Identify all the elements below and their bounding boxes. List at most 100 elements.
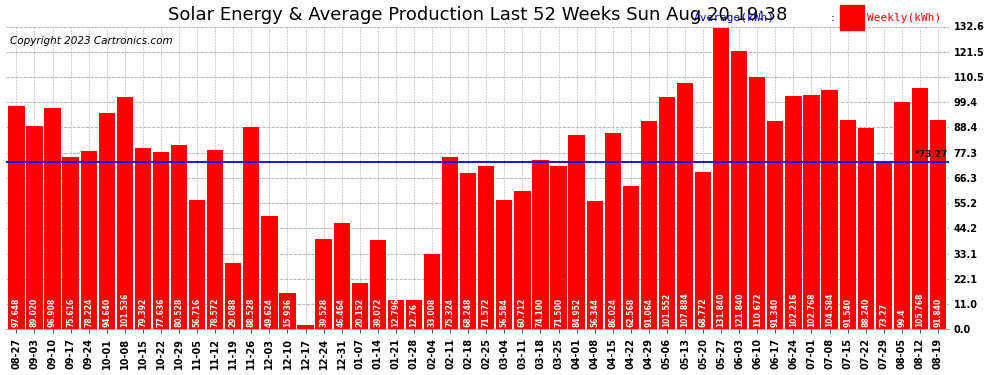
Bar xyxy=(80,151,97,329)
Bar xyxy=(261,216,277,329)
Bar xyxy=(803,94,820,329)
Text: Weekly(kWh): Weekly(kWh) xyxy=(867,13,941,24)
Text: Copyright 2023 Cartronics.com: Copyright 2023 Cartronics.com xyxy=(10,36,173,46)
Text: 79.392: 79.392 xyxy=(139,298,148,327)
Bar xyxy=(875,162,892,329)
Bar xyxy=(894,102,910,329)
Bar xyxy=(749,76,765,329)
Text: 91.840: 91.840 xyxy=(934,298,942,327)
Text: 89.020: 89.020 xyxy=(30,298,39,327)
Bar xyxy=(117,98,133,329)
Text: 39.528: 39.528 xyxy=(319,298,328,327)
Text: 107.884: 107.884 xyxy=(680,292,689,327)
Bar xyxy=(713,28,730,329)
Text: 68.772: 68.772 xyxy=(699,297,708,327)
Text: 102.216: 102.216 xyxy=(789,292,798,327)
Text: 104.584: 104.584 xyxy=(825,292,834,327)
Bar xyxy=(207,150,224,329)
Bar xyxy=(279,293,296,329)
Title: Solar Energy & Average Production Last 52 Weeks Sun Aug 20 19:38: Solar Energy & Average Production Last 5… xyxy=(167,6,787,24)
Text: 75.616: 75.616 xyxy=(66,298,75,327)
Bar xyxy=(388,300,404,329)
Text: 99.4: 99.4 xyxy=(897,308,907,327)
Text: 75.324: 75.324 xyxy=(446,298,454,327)
Text: 33.008: 33.008 xyxy=(428,298,437,327)
Text: 78.224: 78.224 xyxy=(84,298,93,327)
Text: 29.088: 29.088 xyxy=(229,298,238,327)
Text: 77.636: 77.636 xyxy=(156,298,165,327)
Text: 62.568: 62.568 xyxy=(627,298,636,327)
Bar xyxy=(550,166,566,329)
Text: 131.840: 131.840 xyxy=(717,292,726,327)
Bar xyxy=(45,108,60,329)
Text: 91.340: 91.340 xyxy=(771,298,780,327)
Text: Average(kWh): Average(kWh) xyxy=(694,13,775,24)
Bar xyxy=(334,223,349,329)
Bar xyxy=(514,190,531,329)
Bar xyxy=(297,325,314,329)
Bar xyxy=(841,5,864,30)
Text: 39.072: 39.072 xyxy=(373,298,382,327)
Bar xyxy=(460,174,476,329)
Text: 71.572: 71.572 xyxy=(482,298,491,327)
Text: 80.528: 80.528 xyxy=(174,298,183,327)
Bar xyxy=(912,88,928,329)
Text: 84.952: 84.952 xyxy=(572,298,581,327)
Bar xyxy=(406,300,422,329)
Bar xyxy=(605,133,621,329)
Bar xyxy=(857,128,874,329)
Text: 56.716: 56.716 xyxy=(193,298,202,327)
Bar xyxy=(351,283,368,329)
Bar xyxy=(731,51,747,329)
Text: 15.936: 15.936 xyxy=(283,298,292,327)
Text: *73.27: *73.27 xyxy=(915,150,948,159)
Text: 73.27: 73.27 xyxy=(879,303,888,327)
Text: 105.768: 105.768 xyxy=(916,292,925,327)
Bar xyxy=(623,186,639,329)
Bar xyxy=(424,254,441,329)
Text: 78.572: 78.572 xyxy=(211,298,220,327)
Text: 88.240: 88.240 xyxy=(861,298,870,327)
Bar xyxy=(641,122,657,329)
Bar xyxy=(27,126,43,329)
Bar xyxy=(840,120,855,329)
Text: 86.024: 86.024 xyxy=(608,298,617,327)
Bar xyxy=(316,239,332,329)
Text: 91.540: 91.540 xyxy=(843,298,852,327)
Text: 96.908: 96.908 xyxy=(49,298,57,327)
Bar xyxy=(677,83,693,329)
Bar xyxy=(99,113,115,329)
Text: 46.464: 46.464 xyxy=(338,298,346,327)
Bar xyxy=(171,146,187,329)
Text: 71.500: 71.500 xyxy=(554,298,563,327)
Bar xyxy=(152,152,169,329)
Bar xyxy=(586,201,603,329)
Text: 56.344: 56.344 xyxy=(590,298,599,327)
Text: 12.796: 12.796 xyxy=(391,298,400,327)
Text: 121.840: 121.840 xyxy=(735,292,743,327)
Text: 101.552: 101.552 xyxy=(662,293,671,327)
Bar xyxy=(533,160,548,329)
Bar xyxy=(695,172,711,329)
Bar xyxy=(442,157,458,329)
Text: 74.100: 74.100 xyxy=(536,298,544,327)
Bar xyxy=(189,200,205,329)
Bar xyxy=(478,166,494,329)
Bar xyxy=(369,240,386,329)
Bar xyxy=(568,135,585,329)
Text: 91.064: 91.064 xyxy=(644,298,653,327)
Bar xyxy=(785,96,802,329)
Bar xyxy=(496,200,513,329)
Text: 94.640: 94.640 xyxy=(102,298,111,327)
Text: 12.76: 12.76 xyxy=(410,303,419,327)
Bar xyxy=(225,263,242,329)
Bar xyxy=(930,120,946,329)
Text: 88.528: 88.528 xyxy=(247,298,255,327)
Text: 49.624: 49.624 xyxy=(265,298,274,327)
Bar xyxy=(822,90,838,329)
Text: 20.152: 20.152 xyxy=(355,298,364,327)
Text: :: : xyxy=(831,13,839,24)
Bar xyxy=(135,148,151,329)
Text: 101.536: 101.536 xyxy=(121,293,130,327)
Text: 56.584: 56.584 xyxy=(500,298,509,327)
